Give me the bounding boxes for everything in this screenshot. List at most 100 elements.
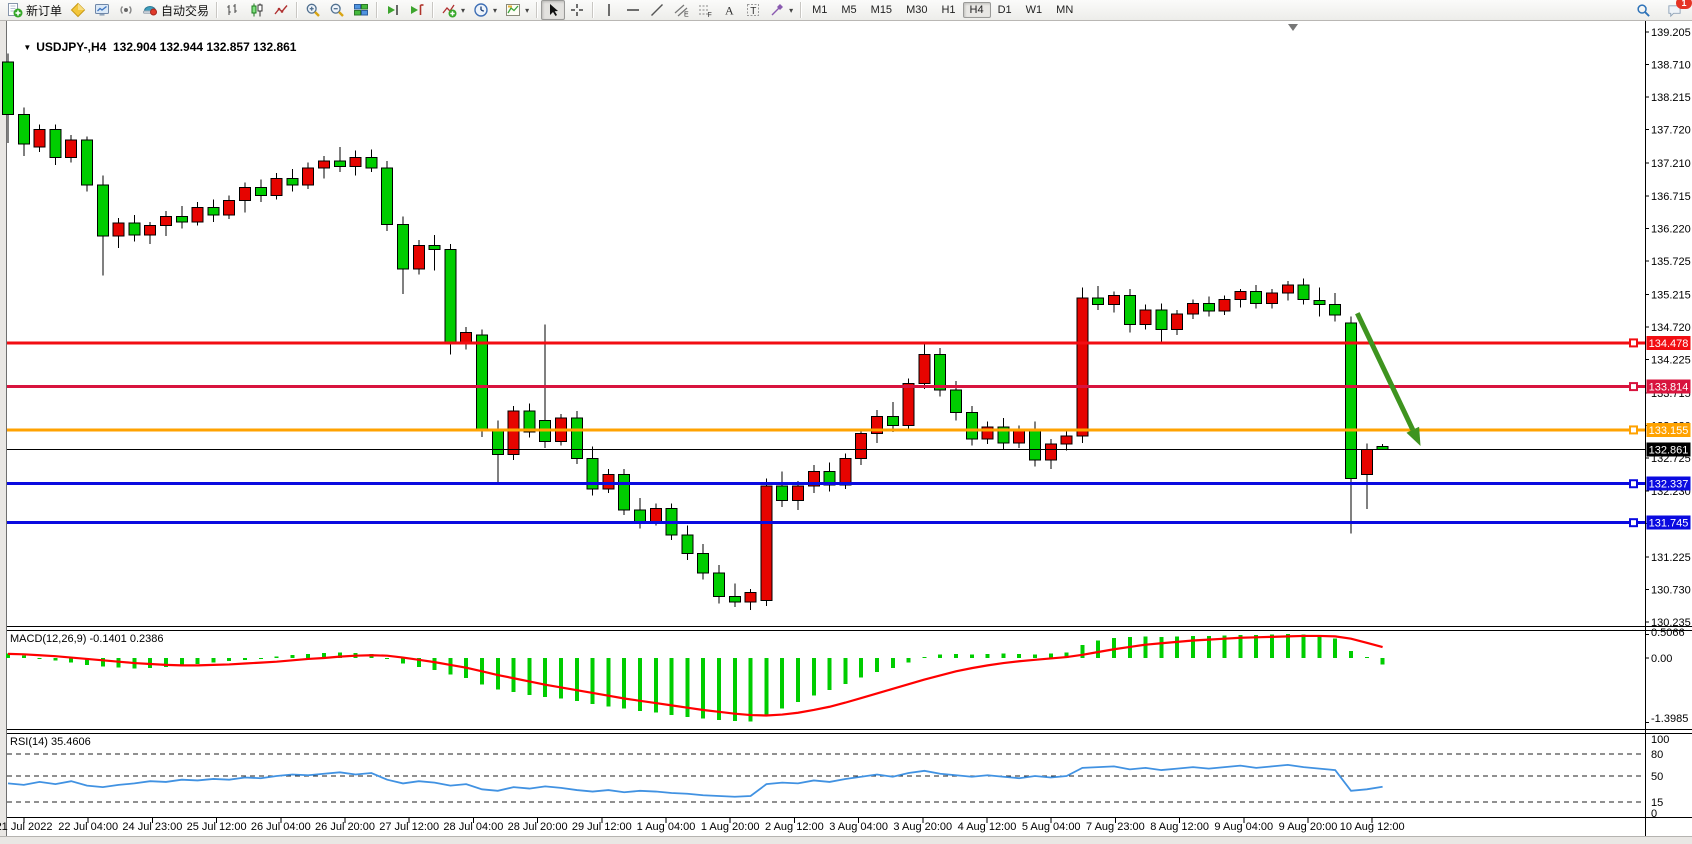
hline-handle[interactable] [1629, 425, 1638, 435]
new-order-button[interactable]: 新订单 [3, 0, 66, 20]
indicators-list-button[interactable]: ▾ [437, 0, 469, 20]
tile-windows-button[interactable] [349, 0, 373, 20]
arrows-icon [771, 4, 784, 16]
ohlc-values: 132.904 132.944 132.857 132.861 [112, 40, 297, 54]
hline-handle[interactable] [1629, 382, 1638, 392]
price-tick-label: 138.215 [1651, 92, 1691, 104]
line-chart-mode-button[interactable] [269, 0, 293, 20]
macd-bar [85, 658, 89, 665]
symbol-title[interactable]: ▼ USDJPY-,H4 132.904 132.944 132.857 132.… [10, 26, 296, 68]
rsi-scale-label: 0 [1651, 808, 1657, 820]
timeframe-mn-button[interactable]: MN [1056, 4, 1074, 16]
line-chart-mode-icon [274, 5, 288, 15]
hline-badge-133.814 [1646, 379, 1691, 394]
auto-trading-button[interactable]: 自动交易 [138, 0, 213, 20]
vertical-line-button[interactable] [597, 0, 621, 20]
macd-bar [69, 658, 74, 663]
cursor-button[interactable] [541, 0, 566, 20]
candle-body [855, 433, 868, 460]
search-button[interactable] [1632, 0, 1655, 20]
price-tick-label: 136.220 [1651, 223, 1691, 235]
arrows-dropdown-icon[interactable]: ▾ [789, 5, 794, 15]
timeframe-h1-button[interactable]: H1 [941, 4, 956, 16]
signals-icon [120, 6, 132, 14]
bar-chart-mode-button[interactable] [221, 0, 245, 20]
arrows-button[interactable]: ▾ [765, 0, 797, 20]
equidistant-channel-button[interactable]: E [669, 0, 693, 20]
candle-body [1313, 300, 1326, 306]
candle-body [1029, 430, 1041, 461]
macd-bar [1238, 635, 1243, 658]
timeframe-d1-button[interactable]: D1 [997, 4, 1012, 16]
macd-bar [890, 658, 895, 669]
time-axis[interactable]: 21 Jul 2022 22 Jul 04:00 24 Jul 23:00 25 Ju… [0, 818, 1405, 833]
hline-handle[interactable] [1629, 479, 1638, 489]
templates-button[interactable]: ▾ [501, 0, 533, 20]
auto-scroll-button[interactable] [381, 0, 405, 20]
macd-bar [685, 658, 690, 717]
crosshair-button[interactable] [565, 0, 589, 20]
hline-handle[interactable] [1629, 518, 1638, 528]
zoom-in-button[interactable] [301, 0, 325, 20]
time-label: 2 Aug 12:00 [765, 821, 824, 833]
time-label: 26 Jul 04:00 [251, 821, 311, 833]
macd-bar [622, 658, 627, 709]
horizontal-line-button[interactable] [621, 0, 645, 20]
time-label: 9 Aug 04:00 [1214, 821, 1273, 833]
hline-badge-133.155-text: 133.155 [1649, 425, 1689, 437]
hline-handle[interactable] [1629, 338, 1638, 348]
toolbar-separator [800, 2, 803, 18]
toolbar-separator [296, 2, 299, 18]
macd-bar [669, 658, 674, 716]
chart-background [0, 21, 1692, 844]
panel-borders [0, 21, 1692, 837]
candle-body [175, 215, 188, 223]
candle-body [476, 334, 488, 432]
periods-button[interactable]: ▾ [469, 0, 501, 20]
indicators-list-dropdown-icon[interactable]: ▾ [461, 5, 466, 15]
timeframe-w1-button[interactable]: W1 [1025, 4, 1043, 16]
candle-body [1234, 290, 1247, 300]
candle-body [1297, 284, 1310, 300]
hline-badge-132.337 [1646, 476, 1691, 491]
fibonacci-button[interactable]: F [693, 0, 717, 20]
timeframe-h4-button[interactable]: H4 [962, 2, 991, 18]
candle-body [444, 248, 457, 344]
macd-name: MACD(12,26,9) [10, 633, 87, 645]
signals-button[interactable] [114, 0, 138, 20]
notifications-button[interactable]: 1 [1663, 0, 1692, 20]
price-tick-label: 137.210 [1651, 158, 1691, 170]
chart-shift-marker[interactable] [1288, 24, 1298, 31]
candle-body [1360, 448, 1373, 475]
candle-body [713, 572, 725, 598]
macd-bar [1112, 637, 1116, 658]
macd-bar [796, 658, 800, 703]
timeframe-m30-button[interactable]: M30 [906, 4, 928, 16]
candle-body [918, 354, 931, 385]
toolbar-separator [216, 2, 219, 18]
hline-badge-131.745-text: 131.745 [1649, 518, 1689, 530]
text-label-button[interactable]: T [741, 0, 765, 20]
periods-dropdown-icon[interactable]: ▾ [493, 5, 498, 15]
metaeditor-button[interactable] [66, 0, 90, 20]
macd-bar [653, 658, 658, 713]
timeframe-m15-button[interactable]: M15 [870, 4, 893, 16]
toolbar-groups: 新订单 自动交易 ▾ ▾ ▾ E F A T ▾ M1 M5 M15 M30 H1 H4 D1 W1 MN [3, 0, 1080, 20]
timeframe-m1-button[interactable]: M1 [812, 4, 828, 16]
candle-body [1281, 284, 1294, 294]
candle-body [1155, 309, 1168, 331]
trend-arrow-annotation[interactable] [1355, 312, 1421, 447]
trendline-button[interactable] [645, 0, 669, 20]
zoom-out-button[interactable] [325, 0, 349, 20]
one-click-trading-toggle-icon[interactable]: ▼ [23, 43, 32, 52]
chart-shift-button[interactable] [405, 0, 429, 20]
chart-window-button[interactable] [90, 0, 114, 20]
candlestick-mode-button[interactable] [245, 0, 269, 20]
candle-body [886, 415, 899, 427]
macd-bar [1143, 636, 1148, 658]
templates-dropdown-icon[interactable]: ▾ [525, 5, 530, 15]
timeframe-m5-button[interactable]: M5 [841, 4, 857, 16]
macd-bar [337, 652, 342, 658]
text-button[interactable]: A [717, 0, 741, 20]
